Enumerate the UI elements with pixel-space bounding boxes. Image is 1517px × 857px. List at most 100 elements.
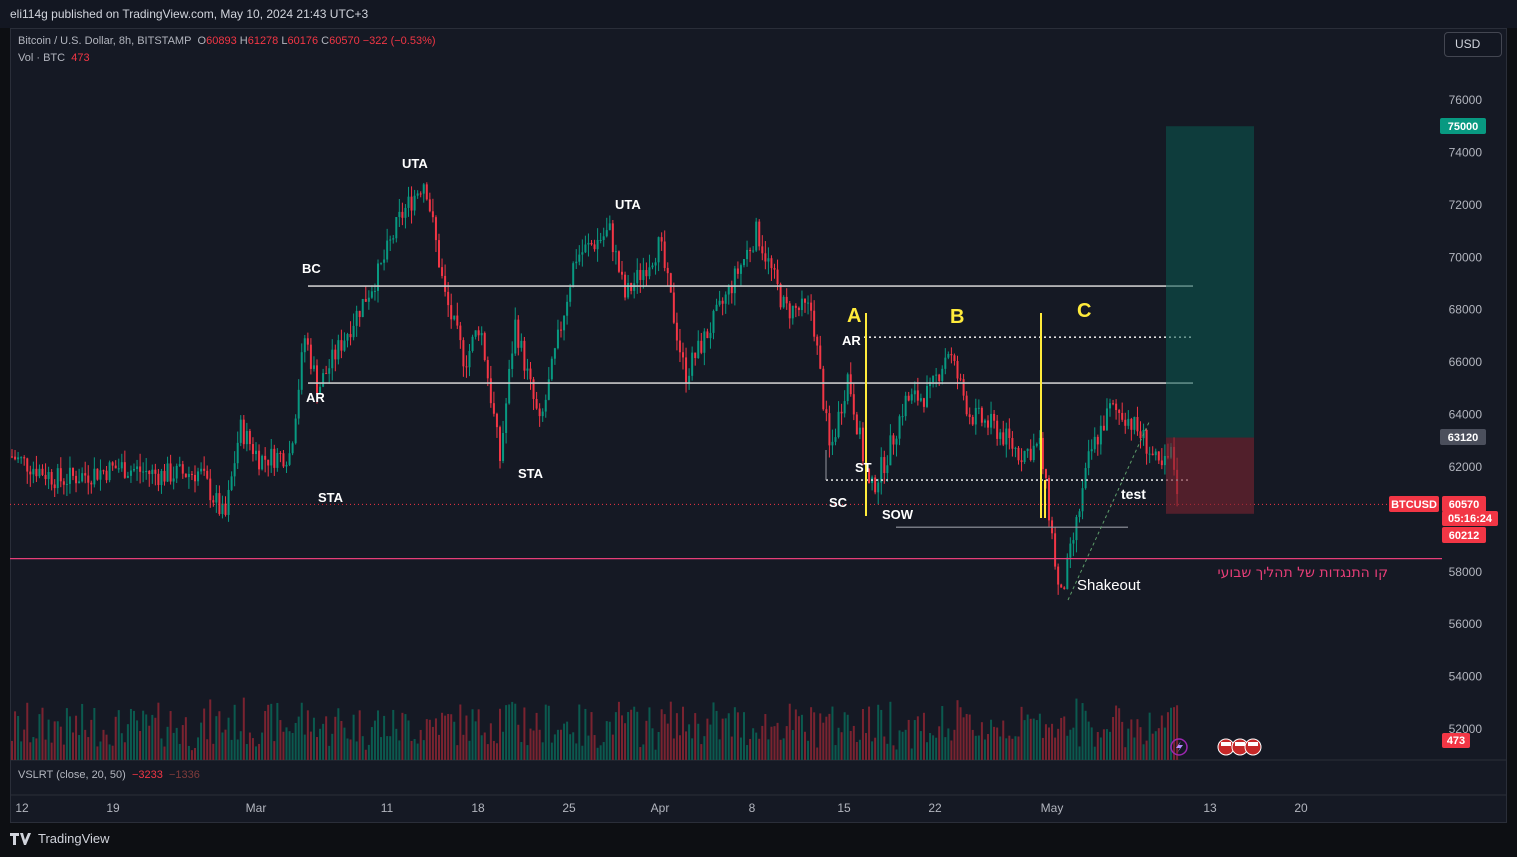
volume-bar	[47, 719, 50, 760]
candle-body	[587, 242, 590, 245]
candle-body	[965, 395, 968, 415]
candle-body	[505, 403, 508, 434]
tradingview-logo[interactable]: TradingView	[10, 831, 110, 846]
volume-bar	[404, 714, 407, 760]
volume-bar	[242, 697, 245, 760]
candle-body	[1060, 584, 1063, 588]
candle-body	[489, 378, 492, 404]
volume-bar	[288, 731, 291, 760]
currency-button[interactable]: USD	[1444, 32, 1502, 57]
volume-bar	[1151, 733, 1154, 760]
volume-bar	[453, 721, 456, 760]
volume-bar	[621, 715, 623, 760]
candle-body	[459, 325, 462, 341]
y-tick-label: 52000	[1449, 722, 1483, 736]
candle-body	[892, 435, 895, 445]
candle-body	[1005, 428, 1008, 445]
candle-body	[782, 296, 785, 308]
candle-body	[453, 315, 456, 320]
candle-body	[660, 237, 663, 242]
volume-bar	[41, 707, 44, 760]
volume-bar	[261, 732, 264, 760]
chart-frame[interactable]	[10, 28, 1507, 823]
candle-body	[1145, 429, 1148, 454]
candle-body	[312, 365, 315, 369]
volume-bar	[395, 728, 398, 760]
candle-body	[1127, 418, 1130, 426]
volume-bar	[584, 708, 587, 760]
volume-bar	[474, 721, 477, 760]
candle-body	[306, 338, 309, 345]
candle-body	[947, 353, 950, 358]
candle-body	[819, 345, 822, 369]
volume-bar	[273, 741, 276, 760]
candle-body	[755, 221, 758, 251]
candle-body	[678, 340, 681, 353]
volume-bar	[129, 708, 132, 760]
indicator-value-2: −1336	[168, 769, 200, 781]
volume-bar	[1044, 724, 1047, 760]
candle-body	[709, 332, 712, 339]
volume-bar	[505, 705, 508, 760]
candle-body	[1054, 533, 1057, 567]
candle-body	[861, 427, 864, 462]
candle-body	[1078, 511, 1081, 518]
candle-body	[1121, 412, 1124, 420]
tag-last: 60570	[1449, 499, 1480, 511]
candle-body	[62, 481, 65, 485]
volume-bar	[495, 743, 498, 760]
volume-bar	[987, 734, 989, 760]
tag-target-bg	[1440, 118, 1486, 134]
volume-bar	[776, 722, 779, 760]
volume-bar	[230, 739, 233, 760]
x-tick-label: 20	[1294, 801, 1308, 815]
candle-body	[41, 468, 44, 475]
volume-bar	[880, 709, 883, 760]
volume-bar	[328, 745, 331, 760]
volume-bar	[569, 734, 572, 760]
volume-bar	[785, 726, 788, 760]
candle-body	[462, 340, 465, 367]
candle-body	[977, 407, 980, 409]
candle-body	[938, 374, 941, 381]
candle-body	[605, 230, 608, 237]
volume-bar	[825, 716, 828, 760]
candle-body	[929, 381, 932, 386]
volume-bar	[977, 735, 980, 760]
volume-bar	[688, 724, 691, 760]
volume-bar	[697, 723, 700, 760]
candle-body	[983, 420, 986, 423]
volume-bar	[1051, 723, 1054, 760]
candle-body	[730, 285, 733, 294]
candle-body	[843, 401, 846, 414]
candle-body	[468, 350, 471, 368]
candle-body	[773, 268, 776, 270]
candle-body	[227, 489, 230, 515]
candle-body	[200, 468, 203, 472]
volume-bar	[974, 735, 977, 760]
candle-body	[23, 457, 26, 459]
volume-bar	[251, 738, 254, 760]
volume-bar	[624, 723, 627, 760]
candle-body	[492, 403, 495, 414]
volume-bar	[264, 711, 267, 760]
volume-bar	[1002, 720, 1005, 760]
volume-bar	[459, 704, 462, 760]
label-sta-left: STA	[318, 490, 344, 505]
volume-bar	[1136, 719, 1139, 760]
candle-body	[608, 223, 611, 231]
volume-bar	[898, 730, 901, 760]
volume-bar	[1005, 738, 1008, 760]
volume-bar	[154, 717, 157, 760]
candle-body	[431, 211, 434, 218]
candle-body	[630, 282, 633, 291]
candle-body	[50, 471, 53, 485]
volume-bar	[761, 725, 764, 760]
volume-bar	[999, 736, 1002, 760]
candle-body	[852, 394, 855, 415]
candle-body	[544, 399, 547, 412]
candle-body	[858, 427, 861, 435]
volume-bar	[861, 708, 864, 760]
candle-body	[547, 379, 550, 400]
